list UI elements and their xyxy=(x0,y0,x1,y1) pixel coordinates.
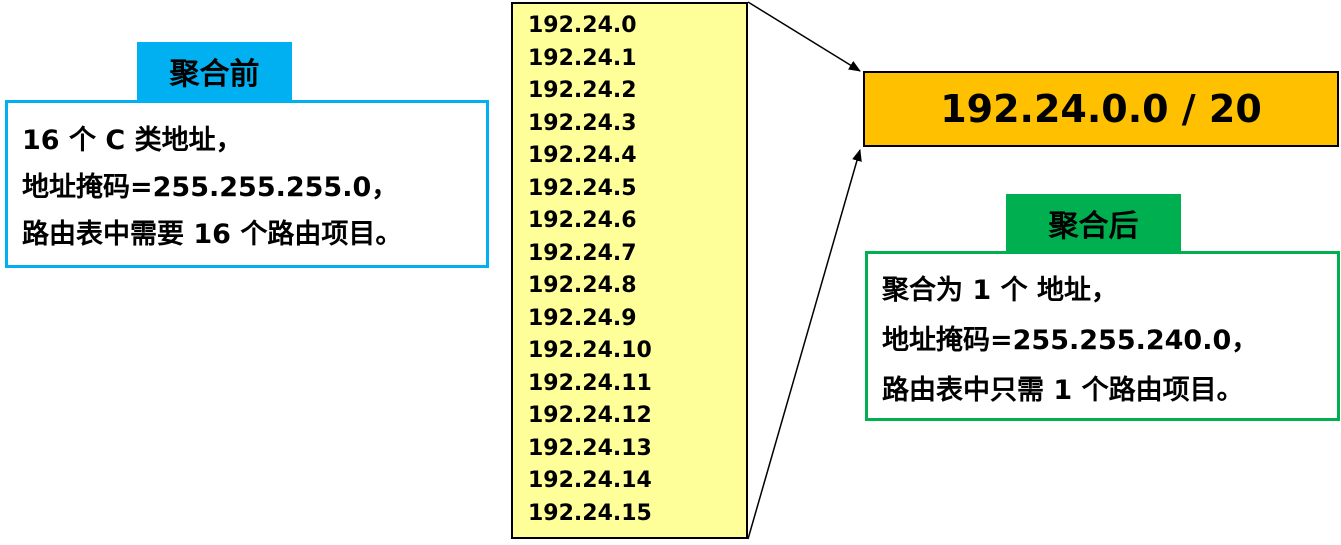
address-item: 192.24.10 xyxy=(528,338,652,363)
aggregated-prefix-box: 192.24.0.0 / 20 xyxy=(863,71,1339,147)
bottom-arrow xyxy=(747,149,862,540)
after-line-2: 地址掩码=255.255.240.0， xyxy=(882,325,1259,356)
address-item: 192.24.5 xyxy=(528,175,637,201)
address-item: 192.24.7 xyxy=(528,240,637,266)
before-aggregation-description: 16 个 C 类地址， 地址掩码=255.255.255.0， 路由表中需要 1… xyxy=(5,100,489,268)
after-aggregation-description: 聚合为 1 个 地址， 地址掩码=255.255.240.0， 路由表中只需 1… xyxy=(865,251,1340,421)
address-item: 192.24.13 xyxy=(528,435,652,461)
after-aggregation-label: 聚合后 xyxy=(1006,194,1181,251)
address-item: 192.24.15 xyxy=(528,500,652,526)
after-line-3: 路由表中只需 1 个路由项目。 xyxy=(882,375,1244,406)
top-arrow xyxy=(747,1,861,72)
address-item: 192.24.0 xyxy=(528,13,637,38)
address-item: 192.24.9 xyxy=(528,305,637,331)
address-item: 192.24.11 xyxy=(528,370,652,396)
address-item: 192.24.14 xyxy=(528,468,652,493)
class-c-address-list: 192.24.0 192.24.1 192.24.2 192.24.3 192.… xyxy=(511,2,748,539)
address-item: 192.24.8 xyxy=(528,273,637,298)
address-item: 192.24.2 xyxy=(528,78,637,103)
before-line-3: 路由表中需要 16 个路由项目。 xyxy=(22,219,403,250)
address-item: 192.24.1 xyxy=(528,45,637,71)
address-item: 192.24.4 xyxy=(528,143,637,168)
before-line-1: 16 个 C 类地址， xyxy=(22,125,243,156)
before-aggregation-label: 聚合前 xyxy=(137,42,292,100)
address-item: 192.24.12 xyxy=(528,403,652,428)
before-line-2: 地址掩码=255.255.255.0， xyxy=(22,172,399,203)
address-item: 192.24.6 xyxy=(528,208,637,233)
address-item: 192.24.3 xyxy=(528,110,637,136)
after-line-1: 聚合为 1 个 地址， xyxy=(882,275,1118,306)
